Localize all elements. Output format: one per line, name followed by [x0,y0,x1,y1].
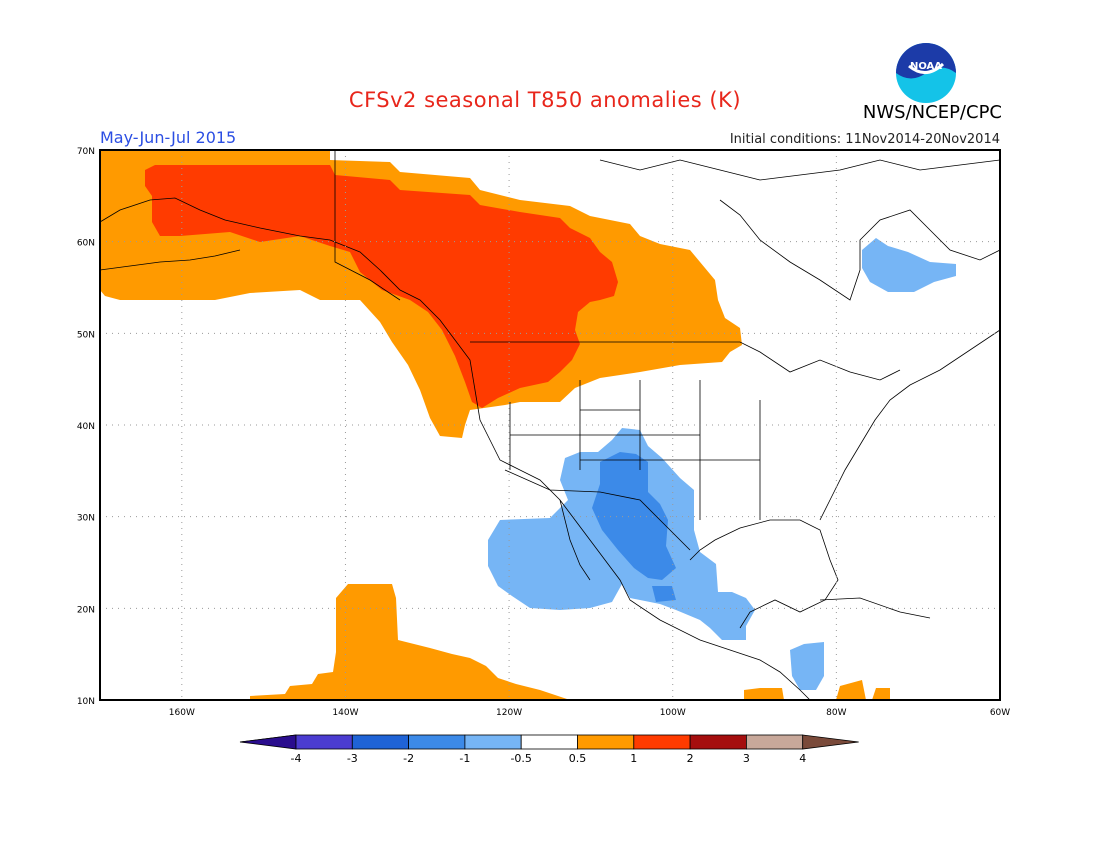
lon-label: 160W [169,708,195,718]
colorbar-tick-label: 0.5 [569,752,587,765]
longitude-labels: 160W 140W 120W 100W 80W 60W [169,708,1010,718]
colorbar-tick-label: 2 [687,752,694,765]
colorbar-tick-label: -4 [291,752,302,765]
colorbar-swatch [351,734,409,750]
lon-label: 100W [660,708,686,718]
colorbar-swatch [746,734,804,750]
colorbar-tick-label: 4 [799,752,806,765]
lon-label: 80W [826,708,846,718]
latitude-labels: 70N 60N 50N 40N 30N 20N 10N [77,147,95,707]
initial-conditions-label: Initial conditions: 11Nov2014-20Nov2014 [729,132,1000,147]
colorbar: -4 -3 -2 -1 -0.5 0.5 1 2 3 4 [239,734,859,765]
colorbar-arrow-right [802,734,859,750]
colorbar-arrow-left-fill [239,734,297,750]
anomaly-region-caribbean-orange [744,680,890,700]
anomaly-region-centralamerica-lightblue [790,642,824,690]
coastline-cuba [819,597,931,619]
lon-label: 120W [496,708,522,718]
coastline-hudson [719,199,1000,301]
lat-label: 60N [77,239,95,249]
colorbar-swatch [633,734,691,750]
anomaly-region-mexico-blue [592,452,676,602]
colorbar-swatch [520,734,578,750]
colorbar-swatch [295,734,353,750]
chart-title: CFSv2 seasonal T850 anomalies (K) [348,88,742,112]
lat-label: 20N [77,605,95,615]
anomaly-region-quebec-lightblue [862,238,956,292]
coastline-alaska [100,197,811,700]
colorbar-tick-label: -1 [459,752,470,765]
lat-label: 10N [77,697,95,707]
coastline-arctic [599,159,1000,181]
colorbar-tick-label: -3 [347,752,358,765]
coastline-baja [559,499,591,581]
anomaly-fill-layer [100,150,956,700]
lat-label: 50N [77,330,95,340]
noaa-logo: NOAA [896,43,956,103]
coastline-aleutians [100,249,241,271]
season-label: May-Jun-Jul 2015 [100,128,237,147]
lat-label: 40N [77,422,95,432]
noaa-logo-text: NOAA [910,61,942,72]
border-alaska-canada [334,150,401,301]
agency-label: NWS/NCEP/CPC [862,102,1002,123]
colorbar-tick-label: -0.5 [510,752,531,765]
anomaly-region-alaska-canada-red [145,165,618,408]
lat-label: 70N [77,147,95,157]
anomaly-region-pacific-orange [250,584,570,700]
coastline-east [819,329,1000,521]
map-frame [99,149,1001,701]
lon-label: 140W [332,708,358,718]
lat-label: 30N [77,514,95,524]
colorbar-tick-label: 1 [630,752,637,765]
border-us-canada [470,341,901,381]
coastline-gulf [689,519,839,629]
grid-lines [100,150,1000,700]
colorbar-tick-label: 3 [743,752,750,765]
border-us-mexico [504,469,691,551]
lon-label: 60W [990,708,1010,718]
colorbar-swatch [577,734,635,750]
colorbar-swatch [408,734,466,750]
colorbar-swatch [464,734,522,750]
colorbar-tick-label: -2 [403,752,414,765]
colorbar-swatch [689,734,747,750]
